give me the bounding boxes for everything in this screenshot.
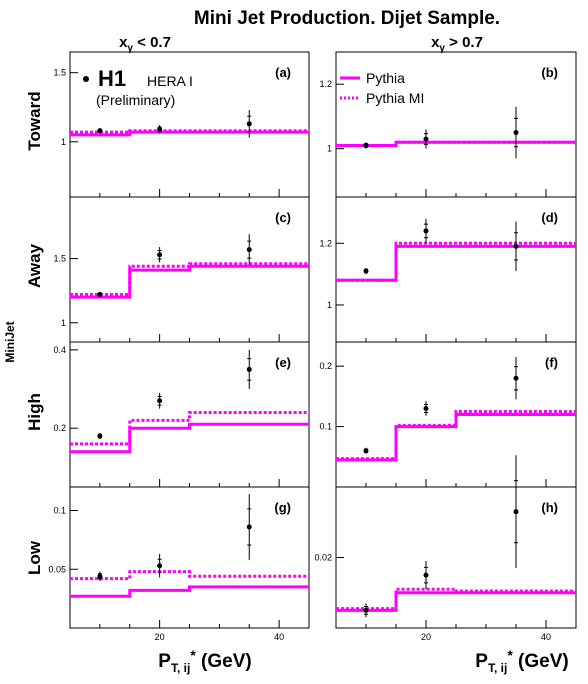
panel-label: (e) xyxy=(275,355,291,370)
data-point xyxy=(423,405,429,411)
legend-data-marker xyxy=(83,76,89,82)
panel-frame xyxy=(335,196,577,343)
legend-pythia-mi-label: Pythia MI xyxy=(366,90,424,106)
y-tick-label: 0.4 xyxy=(53,345,66,355)
data-point xyxy=(363,142,369,148)
y-tick-label: 1.5 xyxy=(53,68,66,78)
pythia-step-line xyxy=(70,264,309,299)
pythia-mi-step-line xyxy=(336,140,576,147)
panel-label: (c) xyxy=(275,210,291,225)
panel-high-f: 0.1 0.2 (f) xyxy=(319,341,577,488)
data-point xyxy=(97,433,103,439)
pythia-step-line xyxy=(336,244,576,282)
data-point xyxy=(246,247,252,253)
y-tick-label: 1 xyxy=(327,144,332,154)
y-tick-label: 1 xyxy=(61,137,66,147)
data-point xyxy=(423,136,429,142)
data-point xyxy=(246,366,252,372)
panel-low-g: 20 40 0.05 0.1 (g) xyxy=(48,486,310,642)
y-tick-label: 1 xyxy=(327,300,332,310)
pythia-mi-step-line xyxy=(336,241,576,282)
panel-label: (h) xyxy=(541,500,558,515)
data-point xyxy=(363,268,369,274)
column-title-low-xgamma: xγ < 0.7 xyxy=(119,34,171,54)
row-label-toward: Toward xyxy=(25,91,44,150)
panel-away-d: 1 1.2 (d) xyxy=(319,196,577,343)
y-tick-label: 1 xyxy=(61,318,66,328)
figure-title: Mini Jet Production. Dijet Sample. xyxy=(194,8,500,29)
panel-label: (b) xyxy=(541,65,558,80)
pythia-step-line xyxy=(70,585,309,598)
legend-experiment-sub: HERA I xyxy=(147,73,193,89)
data-point xyxy=(513,509,519,515)
data-point xyxy=(363,607,369,613)
legend-models: Pythia Pythia MI xyxy=(340,70,424,106)
row-label-high: High xyxy=(25,393,44,431)
legend-pythia-label: Pythia xyxy=(366,70,405,86)
pythia-mi-step-line xyxy=(70,570,309,581)
data-point xyxy=(246,121,252,127)
y-tick-label: 0.2 xyxy=(53,423,66,433)
data-point xyxy=(363,448,369,454)
panel-label: (g) xyxy=(274,500,291,515)
pythia-mi-step-line xyxy=(70,411,309,446)
data-point xyxy=(157,252,163,258)
legend-experiment-name: H1 xyxy=(98,66,126,91)
data-point xyxy=(246,524,252,530)
pythia-mi-step-line xyxy=(70,129,309,134)
y-tick-label: 0.02 xyxy=(314,553,332,563)
panel-grid: 1 1.5 (a) 1 1.2 (b) 1 1.5 (c) 1 1.2 (d) 0.2 0.4 (e) 0.1… xyxy=(48,51,577,642)
y-tick-label: 0.2 xyxy=(319,361,332,371)
pythia-mi-step-line xyxy=(336,587,576,611)
y-tick-label: 0.1 xyxy=(319,422,332,432)
panel-away-c: 1 1.5 (c) xyxy=(53,196,310,343)
data-point xyxy=(97,128,103,134)
x-tick-label: 20 xyxy=(421,632,431,642)
panel-low-h: 20 40 0.02 (h) xyxy=(314,455,577,642)
panel-toward-b: 1 1.2 (b) xyxy=(319,51,577,198)
y-tick-label: 1.2 xyxy=(319,238,332,248)
panel-label: (a) xyxy=(275,65,291,80)
data-point xyxy=(157,126,163,132)
data-point xyxy=(97,573,103,579)
legend-status: (Preliminary) xyxy=(96,92,175,108)
pythia-step-line xyxy=(70,422,309,454)
y-axis-label-fragment: MiniJet xyxy=(3,321,17,362)
legend-experiment: H1 HERA I (Preliminary) xyxy=(83,66,193,108)
y-tick-label: 0.1 xyxy=(53,506,66,516)
x-tick-label: 20 xyxy=(155,632,165,642)
pythia-mi-step-line xyxy=(70,262,309,297)
data-point xyxy=(423,572,429,578)
data-point xyxy=(513,243,519,249)
data-point xyxy=(97,292,103,298)
panel-frame xyxy=(335,486,577,629)
row-label-away: Away xyxy=(25,243,44,288)
y-tick-label: 1.2 xyxy=(319,79,332,89)
panel-label: (d) xyxy=(541,210,558,225)
panel-frame xyxy=(69,341,310,488)
data-point xyxy=(157,563,163,569)
y-tick-label: 0.05 xyxy=(48,564,66,574)
x-tick-label: 40 xyxy=(541,632,551,642)
data-point xyxy=(513,130,519,136)
panel-label: (f) xyxy=(545,355,558,370)
data-point xyxy=(157,398,163,404)
column-title-high-xgamma: xγ > 0.7 xyxy=(431,34,483,54)
row-label-low: Low xyxy=(25,540,44,575)
data-point xyxy=(423,228,429,234)
panel-high-e: 0.2 0.4 (e) xyxy=(53,341,310,488)
x-tick-label: 40 xyxy=(274,632,284,642)
x-axis-label-right: PT, ij* (GeV) xyxy=(475,647,568,675)
x-axis-label-left: PT, ij* (GeV) xyxy=(158,647,251,675)
y-tick-label: 1.5 xyxy=(53,254,66,264)
data-point xyxy=(513,375,519,381)
panel-frame xyxy=(69,486,310,629)
pythia-mi-step-line xyxy=(336,409,576,461)
